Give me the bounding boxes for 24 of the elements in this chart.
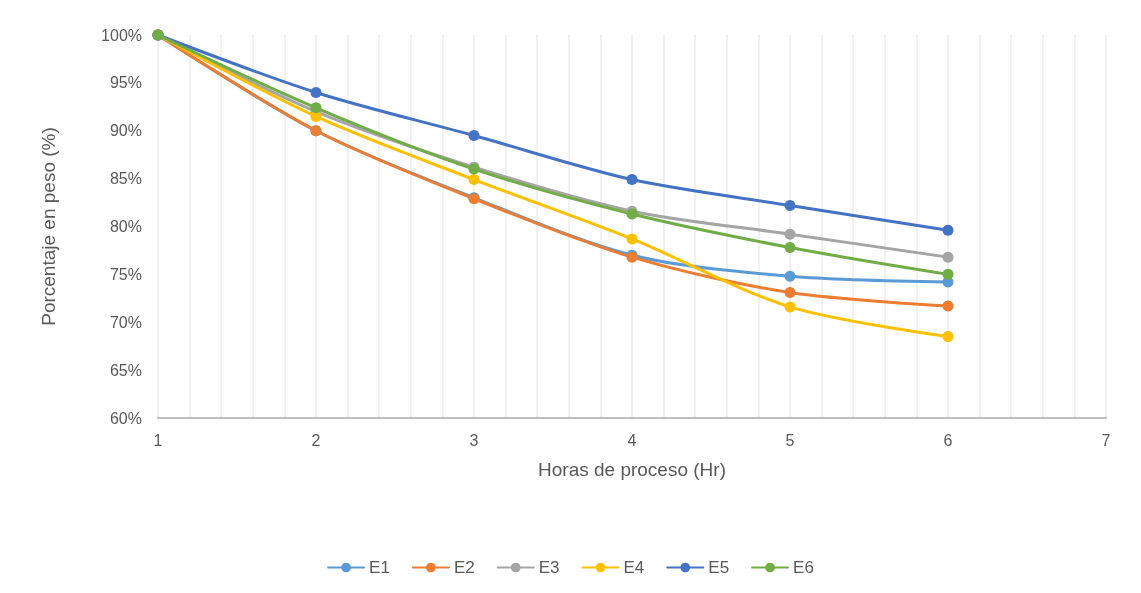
legend-label: E5 (708, 558, 730, 577)
y-tick-label: 65% (109, 361, 142, 379)
y-tick-label: 75% (109, 265, 142, 283)
x-axis-title: Horas de proceso (Hr) (538, 459, 726, 480)
y-tick-label: 70% (109, 313, 142, 331)
y-axis-title: Porcentaje en peso (%) (38, 127, 59, 326)
x-tick-label: 6 (943, 431, 953, 449)
x-tick-label: 7 (1101, 431, 1111, 449)
legend-label: E1 (369, 558, 390, 577)
x-tick-label: 4 (627, 431, 637, 449)
legend-label: E4 (623, 558, 645, 577)
y-tick-label: 90% (109, 122, 142, 140)
y-tick-label: 95% (109, 74, 142, 92)
legend-label: E6 (793, 558, 814, 577)
x-tick-label: 2 (311, 431, 321, 449)
legend-label: E3 (538, 558, 560, 577)
y-tick-label: 85% (109, 170, 142, 188)
y-tick-label: 100% (101, 26, 142, 44)
y-tick-label: 60% (109, 409, 142, 427)
x-tick-label: 1 (153, 431, 163, 449)
y-tick-label: 80% (109, 218, 142, 235)
x-tick-label: 3 (469, 431, 479, 449)
legend-label: E2 (453, 558, 475, 577)
x-tick-label: 5 (785, 431, 795, 449)
